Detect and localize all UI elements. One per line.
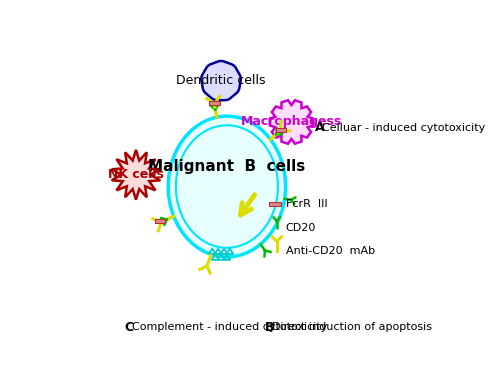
Bar [270,202,281,206]
Text: Dendritic cells: Dendritic cells [176,74,266,87]
Polygon shape [202,61,241,100]
Circle shape [276,134,277,135]
Text: Anti-CD20  mAb: Anti-CD20 mAb [286,246,374,256]
Circle shape [264,250,266,251]
Text: CD20: CD20 [286,223,316,233]
Circle shape [290,199,292,200]
Text: NK cells: NK cells [108,168,164,181]
Polygon shape [270,100,313,144]
Text: Complement - induced cytotoxicity: Complement - induced cytotoxicity [132,322,327,332]
Ellipse shape [168,116,286,257]
Polygon shape [112,150,160,200]
Text: Malignant  B  cells: Malignant B cells [148,158,306,173]
Bar [276,128,286,132]
Text: Celluar - induced cytotoxicity: Celluar - induced cytotoxicity [322,123,486,133]
Text: Macrophagess: Macrophagess [241,115,342,128]
Bar [154,219,165,223]
Bar [209,101,220,105]
Circle shape [276,221,278,222]
Text: C: C [124,321,134,334]
Text: Direct induction of apoptosis: Direct induction of apoptosis [272,322,432,332]
Text: A: A [315,122,324,134]
Text: FcrR  III: FcrR III [286,199,327,209]
Text: B: B [265,321,274,334]
Circle shape [166,219,168,220]
Circle shape [214,109,216,110]
